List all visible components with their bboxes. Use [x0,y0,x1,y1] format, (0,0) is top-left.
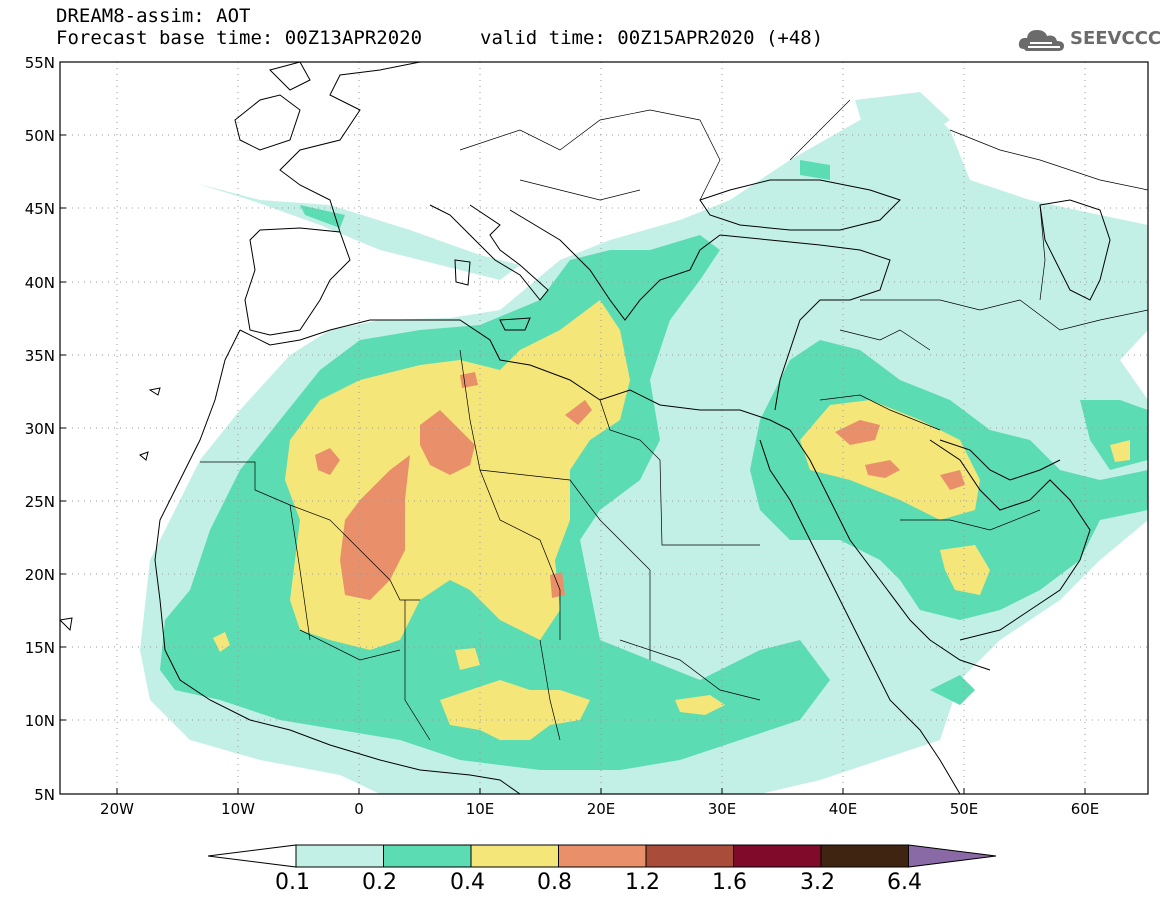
map-title: DREAM8-assim: AOT [56,5,251,27]
colorbar-label: 0.2 [362,870,397,895]
aot-level-0-8 [315,372,965,600]
colorbar-label: 0.8 [537,870,572,895]
lat-label: 50N [25,127,55,145]
lat-label: 40N [25,274,55,292]
lat-label: 35N [25,347,55,365]
lon-label: 10W [221,800,255,818]
colorbar-label: 1.6 [712,870,747,895]
lat-label: 45N [25,200,55,218]
lon-label: 40E [829,800,858,818]
coastlines [60,62,1111,794]
graticule [60,62,1148,794]
seevccc-logo: SEEVCCC [1018,25,1162,55]
lat-label: 25N [25,493,55,511]
lon-label: 20W [100,800,134,818]
colorbar-label: 6.4 [887,870,922,895]
valid-time: valid time: 00Z15APR2020 (+48) [480,27,824,49]
lat-label: 20N [25,566,55,584]
aot-field [140,92,1148,794]
lat-label: 15N [25,639,55,657]
colorbar-segment [295,844,384,868]
colorbar [207,844,997,868]
colorbar-label: 0.4 [450,870,485,895]
colorbar-segment [645,844,734,868]
lat-label: 55N [25,54,55,72]
latitude-labels: 55N 50N 45N 40N 35N 30N 25N 20N 15N 10N … [25,54,55,804]
colorbar-lower-arrow [207,844,297,868]
longitude-labels: 20W 10W 0 10E 20E 30E 40E 50E 60E [100,800,1099,818]
lon-label: 20E [587,800,616,818]
colorbar-segment [558,844,647,868]
colorbar-segment [820,844,909,868]
colorbar-label: 0.1 [275,870,310,895]
lon-label: 30E [708,800,737,818]
lon-label: 10E [466,800,495,818]
colorbar-upper-arrow [908,844,997,868]
colorbar-label: 3.2 [800,870,835,895]
country-borders [200,99,1148,741]
lat-label: 30N [25,420,55,438]
colorbar-segment [470,844,559,868]
lat-label: 10N [25,712,55,730]
colorbar-segment [733,844,822,868]
lon-label: 0 [354,800,364,818]
lon-label: 60E [1071,800,1100,818]
cloud-icon [1018,30,1064,51]
tick-marks [60,61,1086,794]
lon-label: 50E [950,800,979,818]
forecast-base-time: Forecast base time: 00Z13APR2020 [56,27,423,49]
logo-text: SEEVCCC [1070,28,1162,49]
colorbar-segment [383,844,472,868]
colorbar-label: 1.2 [625,870,660,895]
lat-label: 5N [34,786,55,804]
